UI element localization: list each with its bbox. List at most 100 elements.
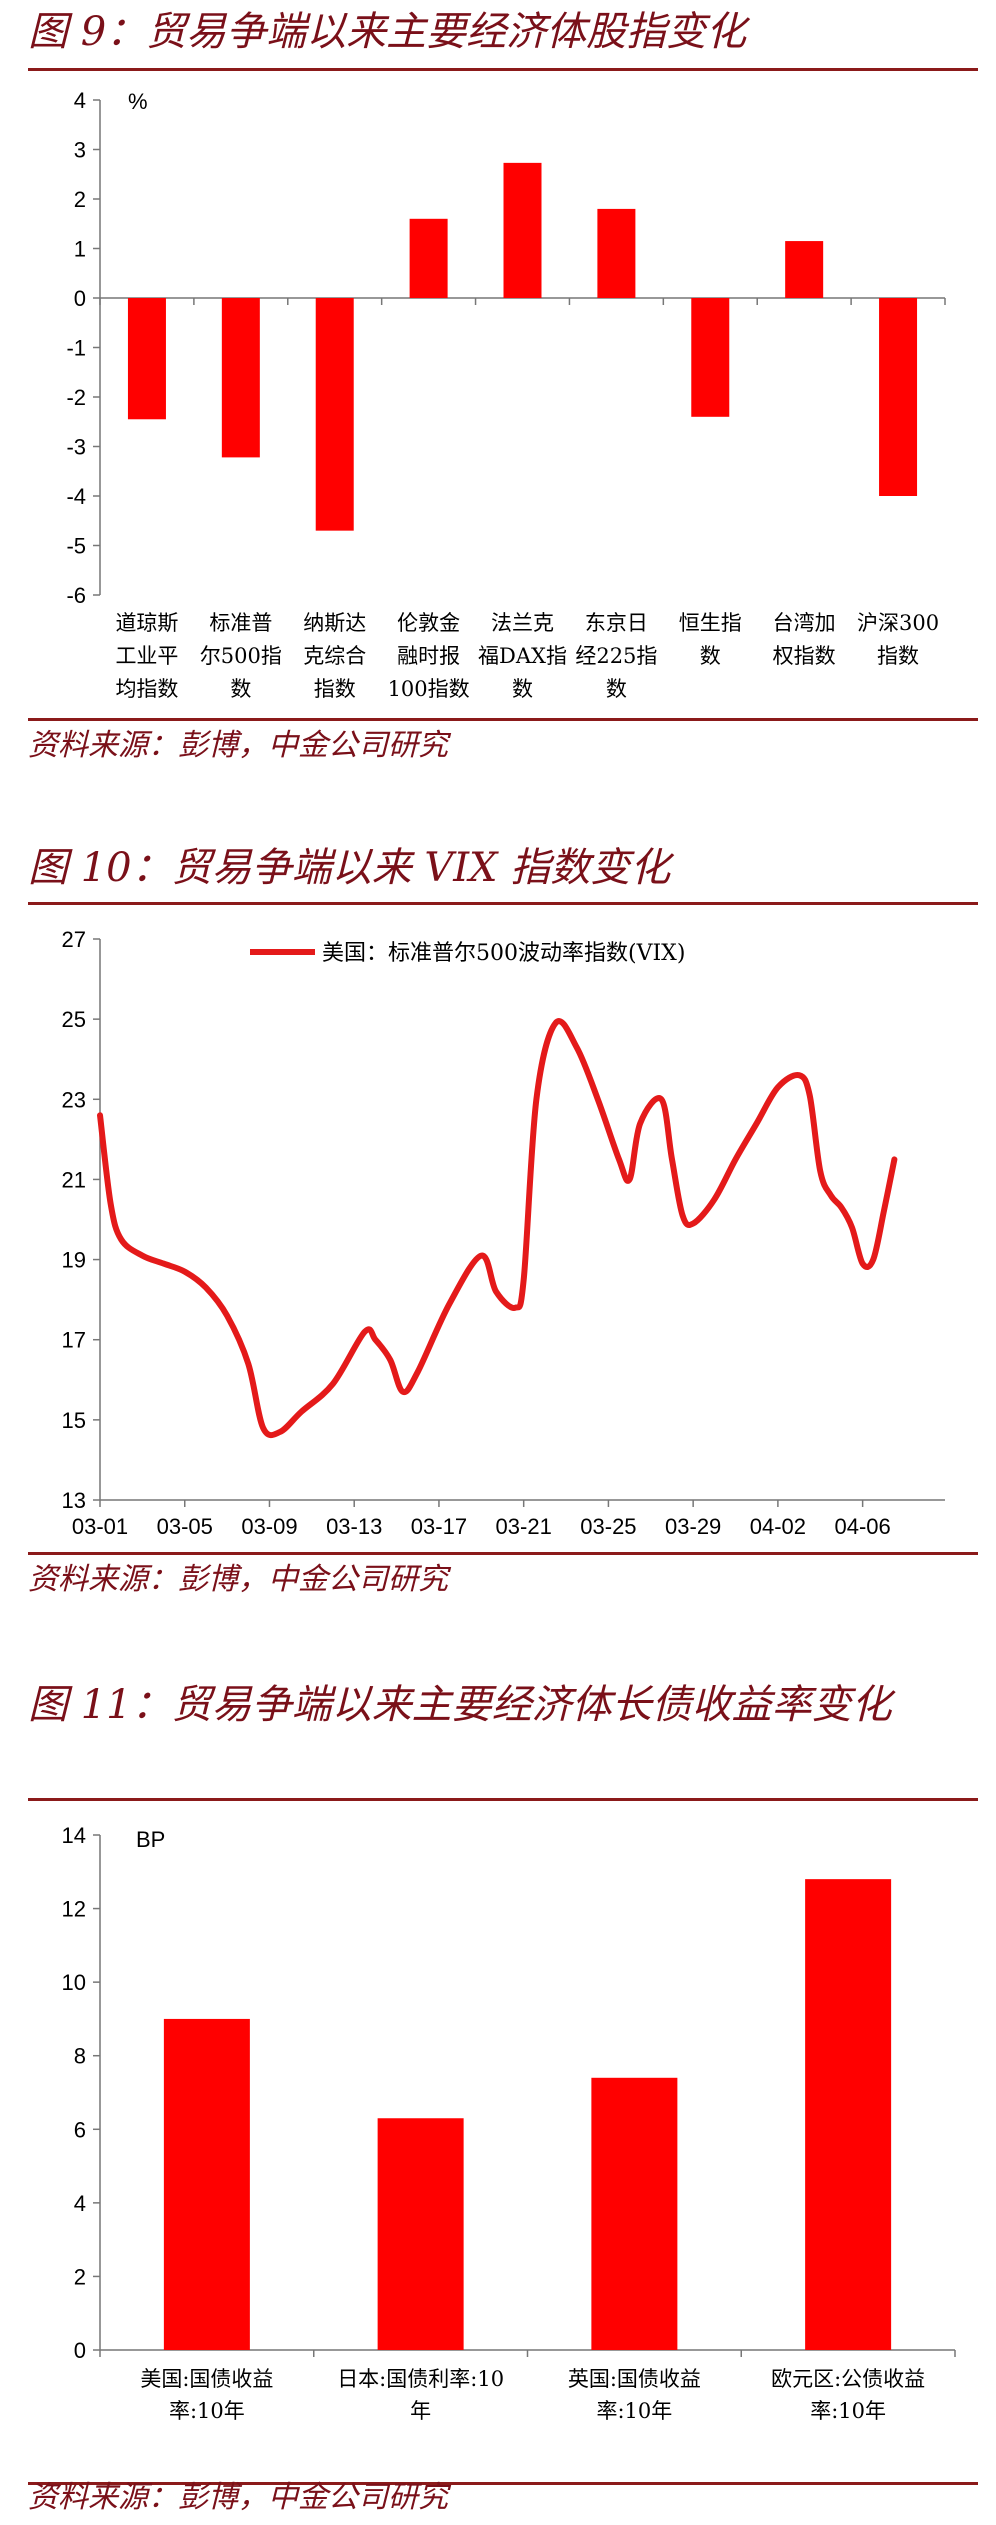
- x-tick-label: 03-01: [72, 1514, 128, 1539]
- category-label: 数: [230, 677, 251, 701]
- category-label: 标准普: [209, 611, 272, 635]
- title-rule: [28, 68, 978, 71]
- bar: [315, 298, 354, 531]
- bar: [377, 2118, 464, 2350]
- y-tick-label: -4: [66, 484, 86, 509]
- category-label: 尔500指: [200, 644, 282, 668]
- bar: [591, 2077, 678, 2350]
- category-label: 率:10年: [810, 2399, 886, 2423]
- category-label: 数: [512, 677, 533, 701]
- figure-9-source: 资料来源：彭博，中金公司研究: [28, 728, 448, 763]
- figure-9-title: 图 9：贸易争端以来主要经济体股指变化: [28, 9, 747, 55]
- x-tick-label: 04-02: [750, 1514, 806, 1539]
- bar: [597, 208, 636, 298]
- y-tick-label: 4: [74, 88, 86, 113]
- bar: [163, 2018, 250, 2350]
- y-tick-label: 2: [74, 187, 86, 212]
- y-tick-label: 8: [74, 2044, 86, 2069]
- y-tick-label: 14: [62, 1823, 86, 1848]
- x-tick-label: 04-06: [834, 1514, 890, 1539]
- y-tick-label: 27: [62, 927, 86, 952]
- x-tick-label: 03-17: [411, 1514, 467, 1539]
- y-tick-label: -6: [66, 583, 86, 608]
- source-rule: [28, 2482, 978, 2485]
- figure-11-title: 图 11：贸易争端以来主要经济体长债收益率变化: [28, 1682, 892, 1728]
- y-tick-label: -2: [66, 385, 86, 410]
- y-tick-label: 21: [62, 1167, 86, 1192]
- category-label: 指数: [314, 677, 356, 701]
- category-label: 欧元区:公债收益: [771, 2367, 925, 2391]
- bar: [503, 162, 542, 298]
- figure-11-source: 资料来源：彭博，中金公司研究: [28, 2480, 448, 2515]
- y-tick-label: 10: [62, 1970, 86, 1995]
- title-rule: [28, 1798, 978, 1801]
- y-tick-label: 0: [74, 2338, 86, 2363]
- category-label: 均指数: [115, 677, 178, 701]
- category-label: 指数: [877, 644, 919, 668]
- y-tick-label: 2: [74, 2264, 86, 2289]
- category-label: 数: [606, 677, 627, 701]
- category-label: 东京日: [585, 611, 648, 635]
- series-line: [97, 1018, 898, 1439]
- source-rule: [28, 718, 978, 721]
- y-tick-label: 19: [62, 1248, 86, 1273]
- bar: [409, 218, 448, 298]
- legend-label: 美国：标准普尔500波动率指数(VIX): [322, 941, 685, 966]
- category-label: 恒生指: [679, 611, 742, 635]
- y-tick-label: 3: [74, 138, 86, 163]
- category-label: 沪深300: [857, 611, 939, 635]
- category-label: 权指数: [773, 644, 836, 668]
- x-tick-label: 03-25: [580, 1514, 636, 1539]
- x-tick-label: 03-29: [665, 1514, 721, 1539]
- bar: [691, 298, 730, 417]
- y-tick-label: 1: [74, 237, 86, 262]
- category-label: 纳斯达: [303, 611, 366, 635]
- figure-10-title: 图 10：贸易争端以来 VIX 指数变化: [28, 845, 671, 891]
- x-tick-label: 03-21: [496, 1514, 552, 1539]
- bar: [127, 298, 166, 420]
- category-label: 福DAX指: [478, 644, 567, 668]
- y-tick-label: 4: [74, 2191, 86, 2216]
- y-tick-label: -1: [66, 336, 86, 361]
- bar: [785, 241, 824, 298]
- bar: [805, 1879, 892, 2350]
- y-tick-label: 17: [62, 1328, 86, 1353]
- y-tick-label: 25: [62, 1007, 86, 1032]
- category-label: 克综合: [303, 644, 366, 668]
- stock-index-bar-chart: 43210-1-2-3-4-5-6%道琼斯工业平均指数标准普尔500指数纳斯达克…: [66, 88, 946, 701]
- category-label: 法兰克: [491, 611, 554, 635]
- unit-label: %: [128, 89, 148, 114]
- category-label: 率:10年: [596, 2399, 672, 2423]
- category-label: 率:10年: [169, 2399, 245, 2423]
- y-tick-label: -3: [66, 435, 86, 460]
- bar: [879, 298, 918, 496]
- y-tick-label: 15: [62, 1408, 86, 1433]
- x-tick-label: 03-13: [326, 1514, 382, 1539]
- x-tick-label: 03-05: [157, 1514, 213, 1539]
- unit-label: BP: [136, 1827, 165, 1852]
- y-tick-label: 12: [62, 1897, 86, 1922]
- category-label: 数: [700, 644, 721, 668]
- y-tick-label: 13: [62, 1488, 86, 1513]
- category-label: 道琼斯: [115, 611, 178, 635]
- title-rule: [28, 902, 978, 905]
- y-tick-label: 0: [74, 286, 86, 311]
- x-tick-label: 03-09: [241, 1514, 297, 1539]
- category-label: 英国:国债收益: [568, 2367, 701, 2391]
- category-label: 日本:国债利率:10: [337, 2367, 504, 2391]
- category-label: 美国:国债收益: [140, 2367, 273, 2391]
- category-label: 工业平: [115, 644, 178, 668]
- y-tick-label: 6: [74, 2117, 86, 2142]
- category-label: 台湾加: [773, 611, 836, 635]
- category-label: 经225指: [575, 644, 657, 668]
- category-label: 100指数: [388, 677, 470, 701]
- figure-10-source: 资料来源：彭博，中金公司研究: [28, 1562, 448, 1597]
- category-label: 年: [410, 2399, 431, 2423]
- category-label: 伦敦金: [397, 611, 460, 635]
- y-tick-label: 23: [62, 1087, 86, 1112]
- y-tick-label: -5: [66, 534, 86, 559]
- bar: [221, 298, 260, 458]
- source-rule: [28, 1552, 978, 1555]
